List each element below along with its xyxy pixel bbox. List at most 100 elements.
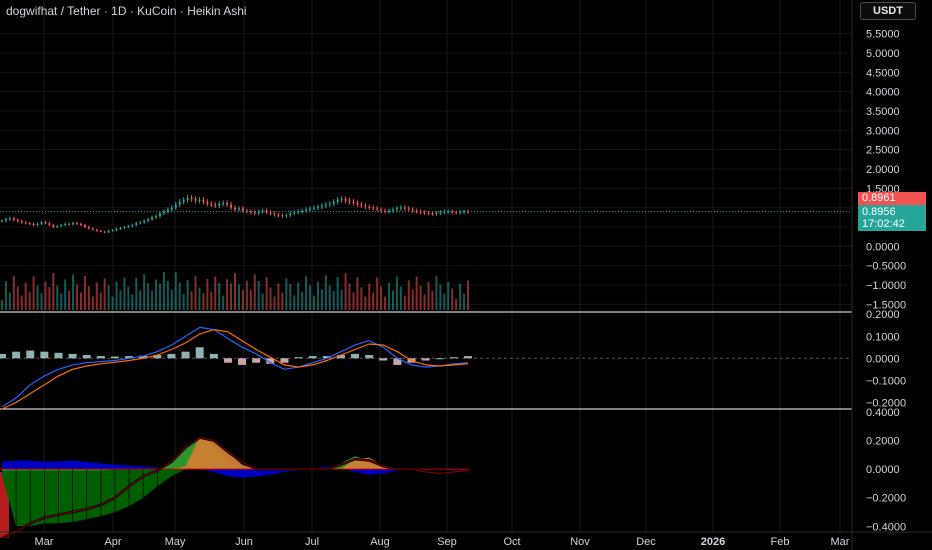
volume-bar — [269, 287, 272, 310]
candle-body — [158, 213, 161, 217]
time-axis-label: Mar — [35, 536, 54, 548]
candle-body — [316, 206, 319, 208]
candle-body — [463, 211, 466, 213]
volume-bar — [214, 276, 217, 310]
candle-body — [28, 223, 31, 225]
volume-bar — [301, 291, 304, 310]
time-axis-label: Oct — [503, 536, 520, 548]
volume-bar — [52, 273, 55, 310]
volume-bar — [64, 279, 67, 310]
volume-bar — [226, 279, 229, 310]
volume-bar — [297, 282, 300, 310]
macd-histogram-bar — [195, 347, 204, 359]
time-axis-label: Jul — [305, 536, 319, 548]
macd-histogram-bar — [435, 358, 444, 360]
volume-bar — [218, 283, 221, 310]
macd-histogram-bar — [125, 356, 134, 359]
price-axis-label: −1.0000 — [866, 280, 906, 292]
candle-body — [68, 223, 71, 225]
macd-histogram-bar — [393, 358, 402, 365]
volume-bar — [443, 293, 446, 310]
volume-bar — [222, 295, 225, 310]
price-axis-label: −1.5000 — [866, 299, 906, 311]
price-axis-label: 2.5000 — [866, 145, 900, 157]
volume-bar — [76, 284, 79, 310]
currency-button[interactable]: USDT — [860, 2, 916, 20]
volume-bar — [403, 295, 406, 310]
candle-body — [210, 203, 213, 205]
macd-histogram-bar — [464, 356, 472, 359]
candle-body — [111, 230, 114, 232]
volume-bar — [273, 296, 276, 310]
candle-body — [56, 226, 59, 228]
candle-body — [237, 208, 240, 210]
time-axis-label: Dec — [636, 536, 656, 548]
volume-bar — [332, 291, 335, 310]
macd-histogram-bar — [153, 354, 162, 359]
candle-body — [328, 203, 331, 205]
candle-body — [20, 221, 23, 223]
macd-histogram-bar — [26, 350, 35, 359]
candle-body — [305, 209, 308, 211]
macd-histogram-bar — [308, 356, 317, 359]
candle-body — [76, 223, 79, 225]
candle-body — [364, 205, 367, 207]
close-price-tag: 0.8956 17:02:42 — [858, 205, 926, 231]
volume-bar — [202, 293, 205, 310]
candle-body — [60, 225, 63, 227]
candle-body — [170, 207, 173, 210]
volume-bar — [139, 290, 142, 310]
candle-body — [340, 199, 343, 201]
osc-axis-label: −0.2000 — [866, 493, 906, 505]
volume-bar — [24, 282, 27, 310]
volume-bar — [44, 281, 47, 310]
volume-bar — [391, 290, 394, 310]
candle-body — [273, 213, 276, 215]
volume-bar — [162, 272, 165, 310]
candle-body — [48, 223, 51, 226]
volume-bar — [352, 292, 355, 310]
volume-bar — [293, 295, 296, 310]
candle-body — [87, 226, 90, 229]
candle-body — [352, 201, 355, 203]
volume-bar — [107, 285, 110, 310]
macd-histogram-bar — [322, 356, 331, 359]
candle-body — [455, 212, 458, 214]
volume-bar — [103, 278, 106, 310]
volume-bar — [316, 281, 319, 310]
candle-body — [269, 212, 272, 214]
macd-histogram-bar — [294, 357, 303, 359]
volume-bar — [451, 288, 454, 310]
macd-histogram-bar — [12, 351, 21, 359]
volume-bar — [455, 298, 458, 310]
volume-bar — [198, 287, 201, 310]
candle-body — [376, 208, 379, 210]
time-axis-label: Sep — [437, 536, 457, 548]
candle-body — [403, 207, 406, 209]
volume-bar — [91, 296, 94, 310]
volume-bar — [435, 275, 438, 310]
candle-body — [427, 213, 430, 215]
candle-body — [206, 201, 209, 204]
macd-histogram-bar — [351, 353, 360, 359]
candle-body — [198, 199, 201, 201]
candle-body — [419, 211, 422, 213]
candle-body — [245, 210, 248, 212]
volume-bar — [147, 283, 150, 310]
candle-body — [407, 208, 410, 210]
volume-bar — [40, 293, 43, 310]
candle-body — [36, 223, 39, 226]
volume-bar — [166, 281, 169, 310]
price-axis-label: 3.0000 — [866, 125, 900, 137]
volume-bar — [336, 277, 339, 310]
candle-body — [230, 204, 233, 208]
candle-body — [257, 211, 260, 214]
candle-body — [83, 225, 86, 227]
candle-body — [356, 202, 359, 205]
candle-body — [218, 203, 221, 206]
macd-series-line — [1, 326, 469, 408]
osc-axis-label: −0.4000 — [866, 521, 906, 533]
macd-histogram-bar — [209, 353, 218, 359]
macd-axis-label: 0.2000 — [866, 309, 900, 321]
